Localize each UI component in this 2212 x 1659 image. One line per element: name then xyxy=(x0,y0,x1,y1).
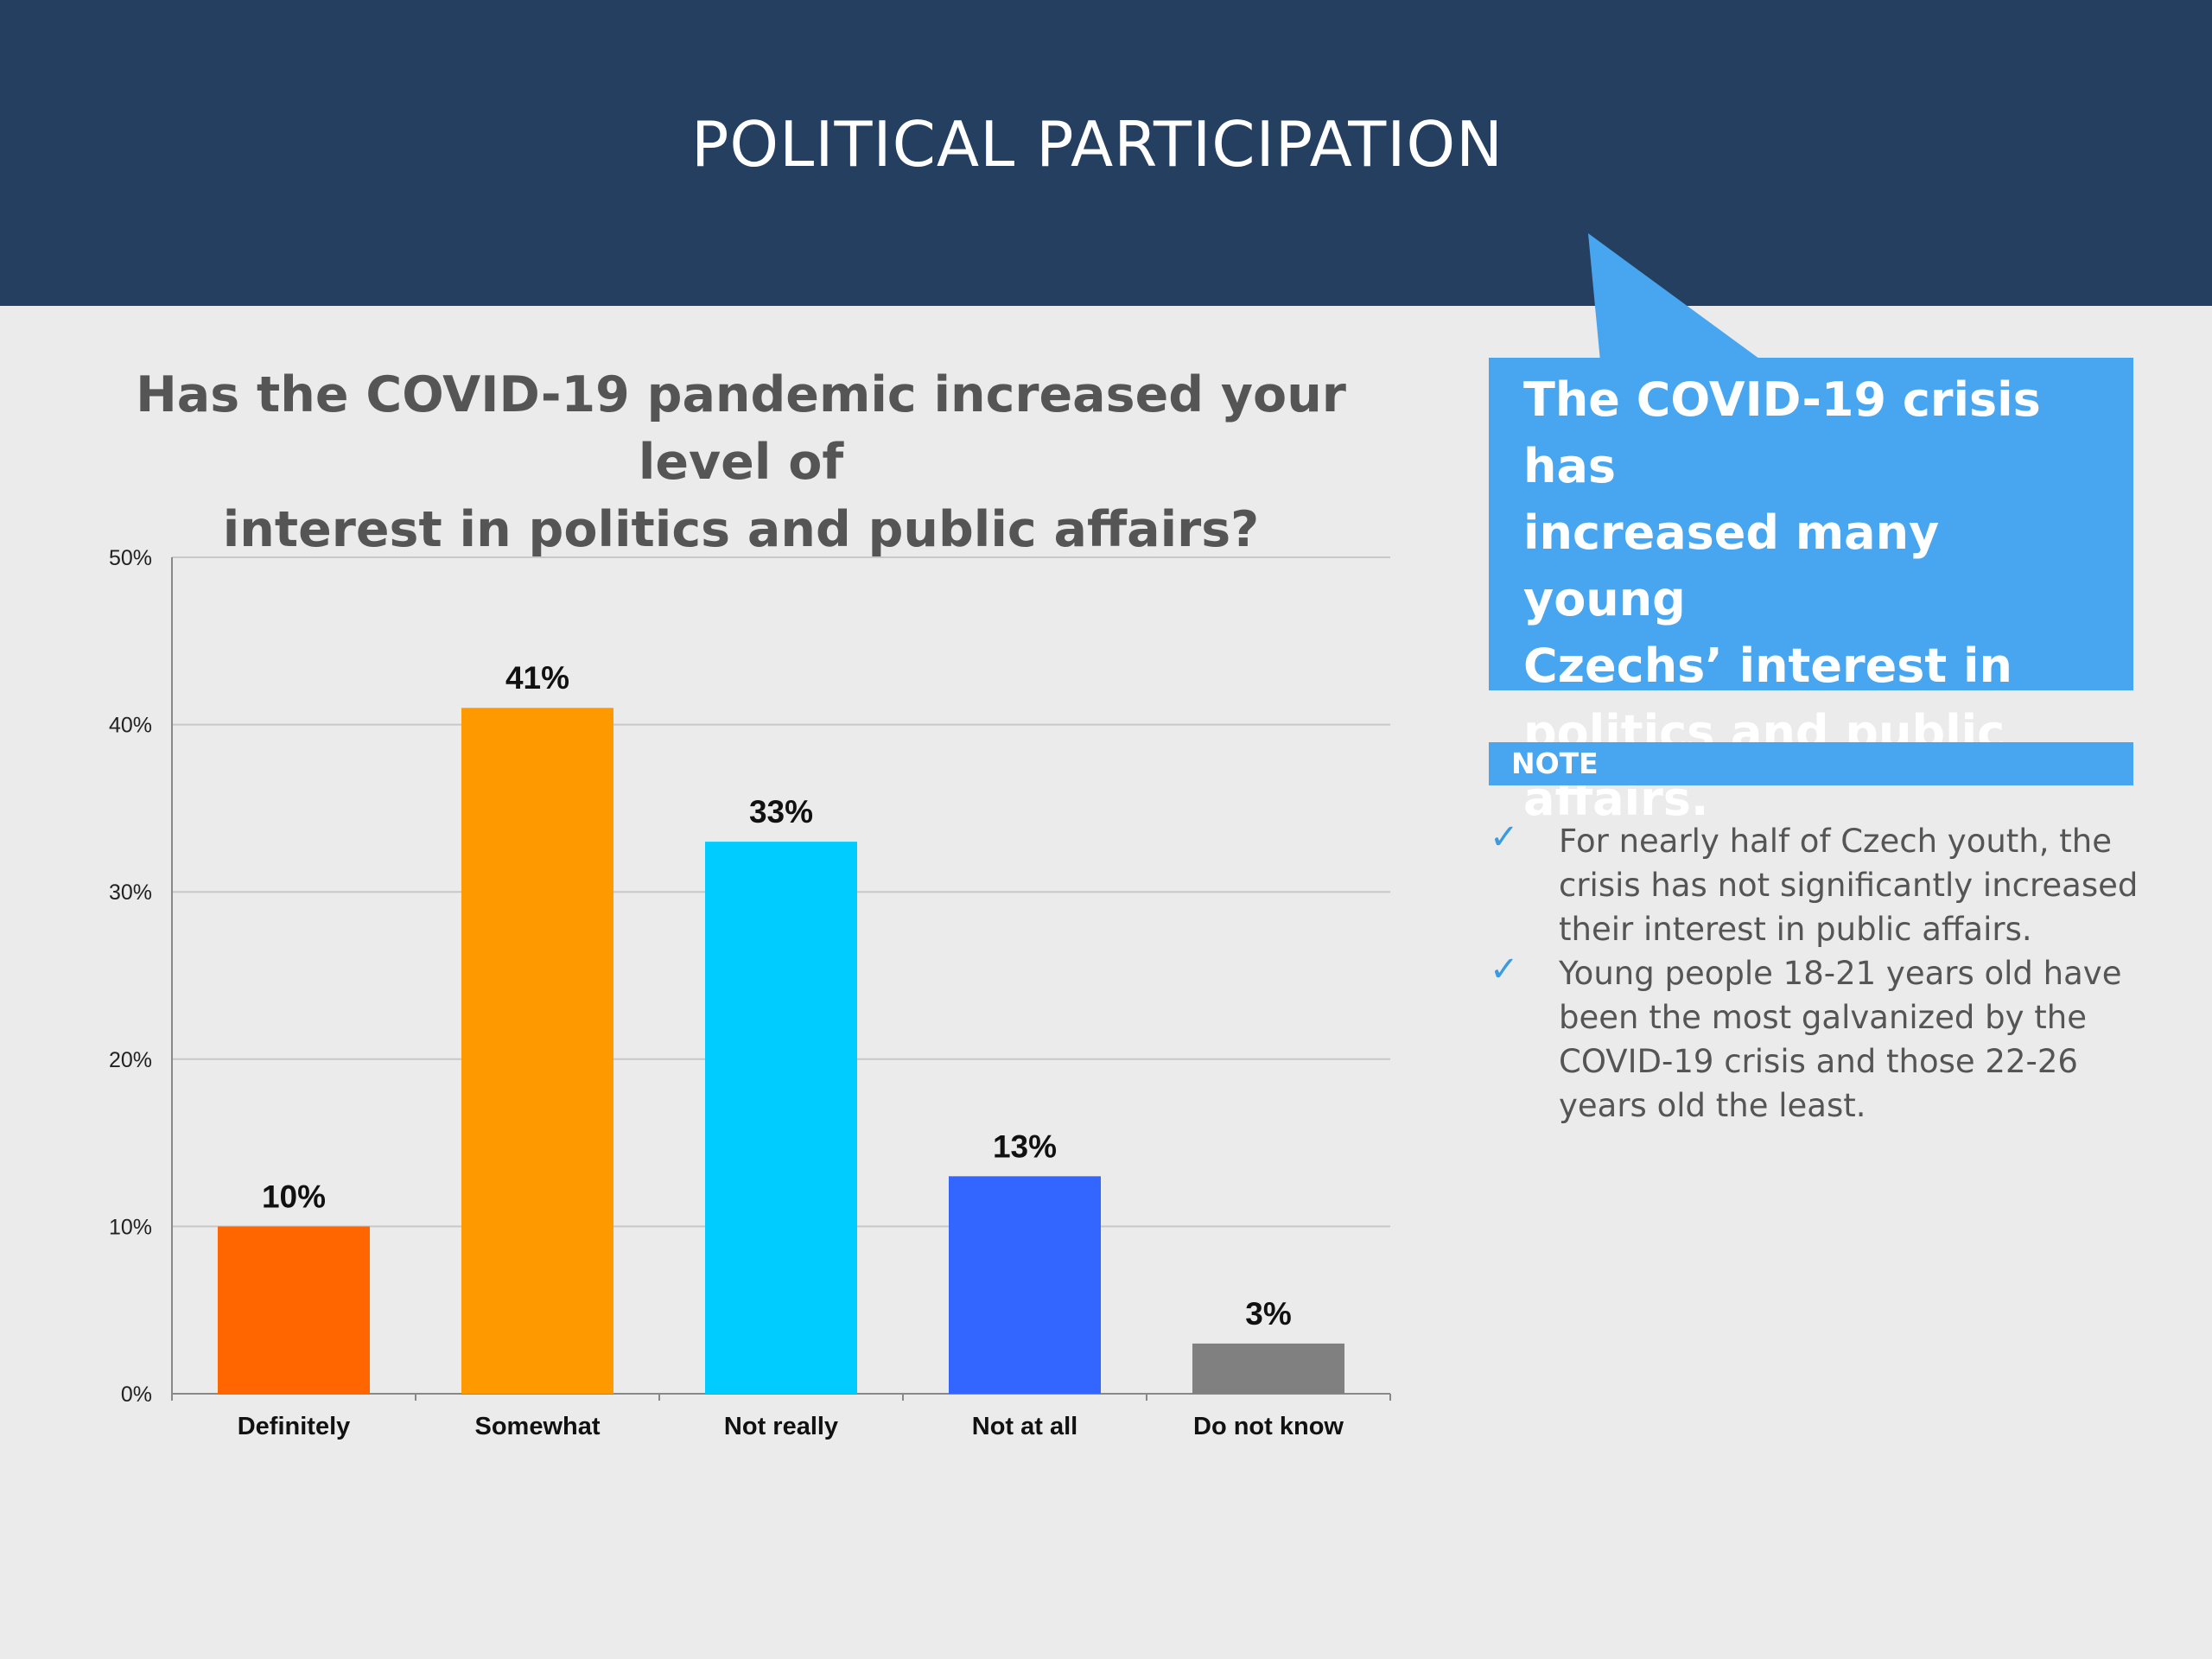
note-item-2-line-1: Young people 18-21 years old have xyxy=(1559,955,2122,992)
labels: 0% 10% 20% 30% 40% 50% 10% Definitely 41% Somewha… xyxy=(109,546,1344,1440)
check-icon: ✓ xyxy=(1490,817,1519,857)
y-tick-label: 50% xyxy=(109,546,152,570)
callout-box: The COVID-19 crisis has increased many y… xyxy=(1489,358,2133,826)
bar xyxy=(705,842,857,1394)
callout-line-2: increased many young xyxy=(1523,505,1940,626)
note-list: ✓ For nearly half of Czech youth, the cr… xyxy=(1486,817,2160,1128)
note-item-1-line-3: their interest in public affairs. xyxy=(1559,911,2032,948)
note-item: ✓ Young people 18-21 years old have been… xyxy=(1486,950,2160,1128)
category-label: Do not know xyxy=(1193,1413,1344,1440)
bar xyxy=(1192,1343,1344,1394)
bar xyxy=(218,1226,370,1394)
data-label: 10% xyxy=(262,1179,326,1214)
bar xyxy=(949,1176,1101,1394)
category-label: Not really xyxy=(724,1413,838,1440)
note-item-2-line-2: been the most galvanized by the xyxy=(1559,999,2087,1036)
question-line-1: Has the COVID-19 pandemic increased your… xyxy=(136,366,1346,491)
note-item-1-line-2: crisis has not significantly increased xyxy=(1559,867,2139,904)
chart-question-title: Has the COVID-19 pandemic increased your… xyxy=(86,361,1395,563)
bar xyxy=(461,708,613,1394)
data-label: 33% xyxy=(749,794,813,830)
category-label: Somewhat xyxy=(474,1413,600,1440)
y-tick-label: 30% xyxy=(109,880,152,905)
callout-line-3: Czechs’ interest in xyxy=(1523,639,2012,693)
y-tick-label: 20% xyxy=(109,1048,152,1072)
header-banner: POLITICAL PARTICIPATION xyxy=(0,0,2212,306)
callout-line-1: The COVID-19 crisis has xyxy=(1523,372,2041,493)
note-item-1-line-1: For nearly half of Czech youth, the xyxy=(1559,823,2112,860)
category-label: Definitely xyxy=(238,1413,351,1440)
y-tick-label: 10% xyxy=(109,1215,152,1239)
note-item: ✓ For nearly half of Czech youth, the cr… xyxy=(1486,817,2160,951)
note-item-2-line-4: years old the least. xyxy=(1559,1087,1866,1124)
y-tick-label: 0% xyxy=(121,1382,152,1407)
page-title: POLITICAL PARTICIPATION xyxy=(691,108,1503,181)
data-label: 13% xyxy=(993,1128,1057,1164)
data-label: 3% xyxy=(1245,1296,1291,1332)
question-line-2: interest in politics and public affairs? xyxy=(222,501,1260,558)
bar-chart: 0% 10% 20% 30% 40% 50% 10% Definitely 41% Somewha… xyxy=(109,546,1391,1440)
data-label: 41% xyxy=(505,660,569,696)
note-label: NOTE xyxy=(1511,747,1599,780)
note-item-2-line-3: COVID-19 crisis and those 22-26 xyxy=(1559,1043,2078,1080)
check-icon: ✓ xyxy=(1490,950,1519,989)
note-header: NOTE xyxy=(1489,742,2133,785)
bars xyxy=(218,708,1344,1394)
category-label: Not at all xyxy=(972,1413,1077,1440)
y-tick-label: 40% xyxy=(109,714,152,738)
